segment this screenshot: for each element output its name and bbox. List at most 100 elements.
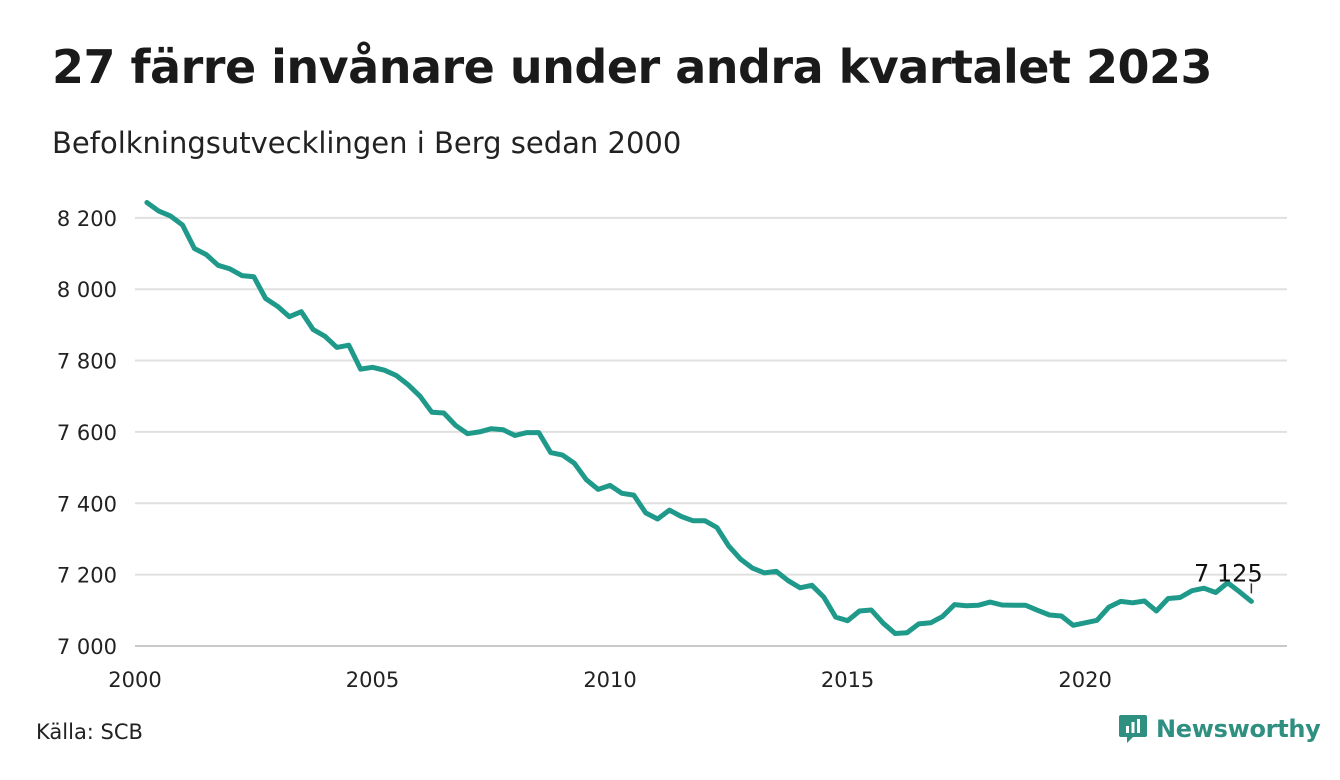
x-axis-ticks: 2000 2005 2010 2015 2020 [108,668,1112,692]
data-point [857,609,862,614]
data-point [204,252,209,257]
data-point [845,618,850,623]
data-point [988,600,993,605]
data-point [916,621,921,626]
x-tick-label: 2020 [1058,668,1111,692]
data-point [809,583,814,588]
data-point [714,525,719,530]
data-point [501,427,506,432]
x-tick-label: 2010 [583,668,636,692]
data-point [477,429,482,434]
data-point [524,430,529,435]
chart-subtitle: Befolkningsutvecklingen i Berg sedan 200… [52,126,682,160]
data-point [429,410,434,415]
data-point [216,263,221,268]
annotations: 7 125 [1194,559,1263,594]
data-point [465,431,470,436]
data-point [608,483,613,488]
data-point [691,518,696,523]
y-tick-label: 7 000 [57,635,117,659]
data-point [1106,605,1111,610]
data-point [1213,590,1218,595]
y-tick-label: 7 600 [57,421,117,445]
data-point [168,214,173,219]
data-point [738,557,743,562]
data-point [275,304,280,309]
gridlines [135,216,1287,647]
data-point [548,450,553,455]
data-point [1166,596,1171,601]
data-point [1047,613,1052,618]
data-point [394,373,399,378]
data-point [905,630,910,635]
data-point [1154,609,1159,614]
data-point [192,246,197,251]
series-layer [144,200,1254,636]
data-point [156,209,161,214]
data-point [180,223,185,228]
data-point [1118,599,1123,604]
data-point [679,514,684,519]
data-point [239,273,244,278]
data-point [144,200,149,205]
data-point [881,621,886,626]
data-point [346,343,351,348]
data-point [940,614,945,619]
series-line [144,200,1254,636]
data-point [667,508,672,513]
data-point [358,367,363,372]
newsworthy-logo-icon [1119,715,1147,743]
data-point [1011,603,1016,608]
data-point [323,334,328,339]
data-point [1130,600,1135,605]
data-point [334,345,339,350]
data-point [619,491,624,496]
data-point [1023,603,1028,608]
y-tick-label: 8 000 [57,278,117,302]
data-point [869,608,874,613]
y-axis-ticks: 7 000 7 200 7 400 7 600 7 800 8 000 8 200 [57,207,117,659]
x-tick-label: 2000 [108,668,161,692]
data-point [228,266,233,271]
x-tick-label: 2015 [821,668,874,692]
data-point [1035,608,1040,613]
data-point [631,493,636,498]
data-point [596,487,601,492]
data-point [1178,595,1183,600]
data-point [560,453,565,458]
data-point [572,461,577,466]
data-point [1000,603,1005,608]
data-point [536,430,541,435]
brand-logo[interactable]: Newsworthy [1118,712,1321,746]
source-note: Källa: SCB [36,720,143,744]
data-point [833,615,838,620]
data-point [1249,599,1254,604]
data-point [382,368,387,373]
chart-title: 27 färre invånare under andra kvartalet … [52,40,1213,94]
y-tick-label: 7 400 [57,492,117,516]
y-tick-label: 7 200 [57,564,117,588]
data-point [251,274,256,279]
data-point [263,296,268,301]
data-point [1237,589,1242,594]
data-point [798,585,803,590]
data-point [750,566,755,571]
x-tick-label: 2005 [346,668,399,692]
data-point [1095,618,1100,623]
data-point [311,327,316,332]
data-point [299,309,304,314]
data-point [643,510,648,515]
data-point [489,426,494,431]
data-point [1083,620,1088,625]
data-point [513,433,518,438]
data-point [370,365,375,370]
data-point [287,314,292,319]
y-tick-label: 8 200 [57,207,117,231]
data-point [406,382,411,387]
data-point [786,578,791,583]
data-point [703,518,708,523]
data-point [453,423,458,428]
data-point [726,544,731,549]
brand-name: Newsworthy [1156,715,1321,743]
